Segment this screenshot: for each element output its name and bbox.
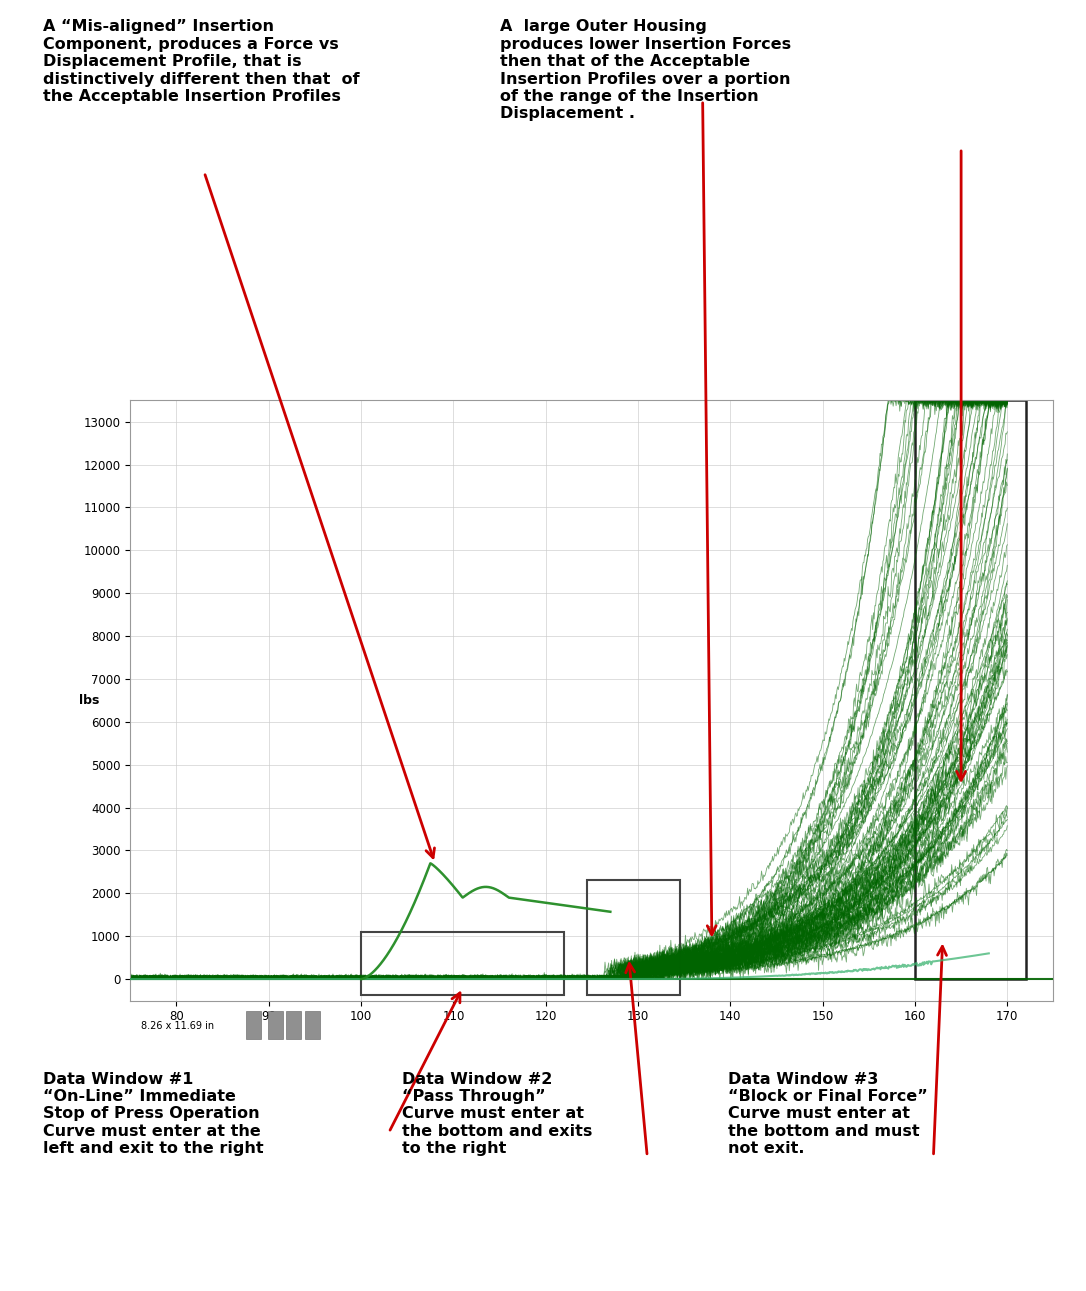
Text: Data Window #3
“Block or Final Force”
Curve must enter at
the bottom and must
no: Data Window #3 “Block or Final Force” Cu… (728, 1072, 927, 1157)
Text: 8.26 x 11.69 in: 8.26 x 11.69 in (141, 1021, 215, 1030)
Bar (287, 1012, 301, 1038)
Bar (247, 1012, 262, 1038)
Text: A “Mis-aligned” Insertion
Component, produces a Force vs
Displacement Profile, t: A “Mis-aligned” Insertion Component, pro… (43, 19, 361, 105)
Text: Data Window #1
“On-Line” Immediate
Stop of Press Operation
Curve must enter at t: Data Window #1 “On-Line” Immediate Stop … (43, 1072, 264, 1157)
Bar (588, 880, 680, 995)
Text: Data Window #2
“Pass Through”
Curve must enter at
the bottom and exits
to the ri: Data Window #2 “Pass Through” Curve must… (402, 1072, 592, 1157)
Bar (305, 1012, 319, 1038)
Text: A  large Outer Housing
produces lower Insertion Forces
then that of the Acceptab: A large Outer Housing produces lower Ins… (500, 19, 791, 121)
Y-axis label: lbs: lbs (78, 693, 99, 707)
Bar (268, 1012, 282, 1038)
Bar (915, 400, 1026, 979)
Bar (361, 932, 565, 995)
